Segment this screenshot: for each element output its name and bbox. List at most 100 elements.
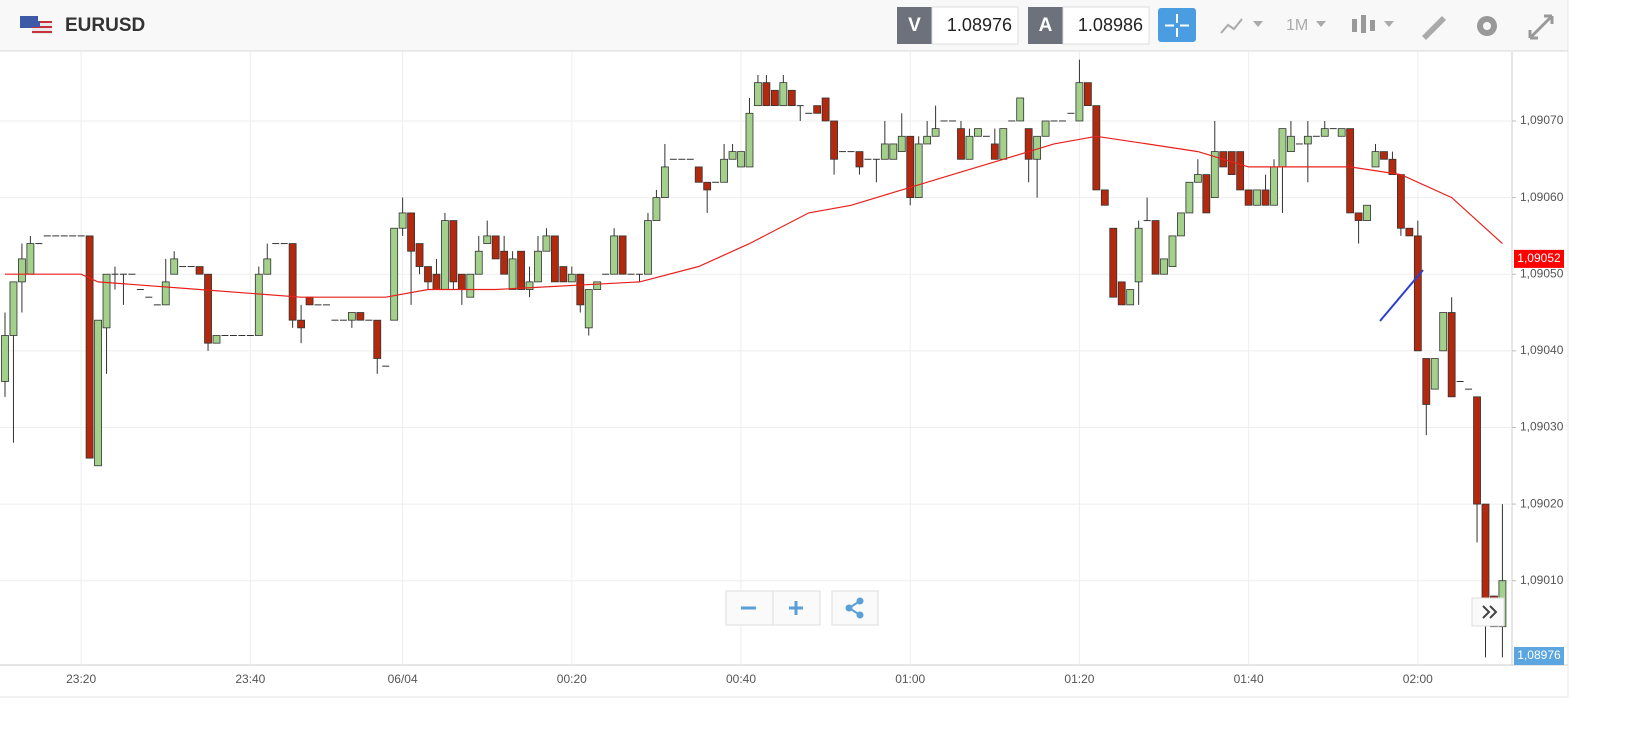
candle-body [525,281,534,290]
candle-body [415,243,424,267]
crosshair-button[interactable] [1158,8,1196,42]
dropdown [1253,21,1263,27]
buy-box[interactable] [1062,6,1150,45]
candle-body [195,266,204,275]
candle-body [593,281,602,290]
candle-body [305,296,314,306]
candle-body [94,319,102,467]
candle-body [1177,212,1185,237]
candle-body [889,143,898,160]
candle-body [965,135,974,160]
candle-body [974,128,982,137]
candle-body [407,212,415,252]
candle-body [263,258,272,275]
share-button[interactable] [831,590,879,626]
candle-body [1092,105,1101,191]
x-tick-label: 01:00 [895,672,925,686]
x-tick-label: 00:40 [726,672,756,686]
candle-body [1185,181,1194,214]
candle-body [1261,189,1270,206]
candle-body [551,235,559,283]
candle-body [610,235,619,275]
y-tick-label: 1,09020 [1520,496,1564,510]
candle-body [830,120,838,160]
candle-body [26,243,35,275]
zoom-controls [725,590,879,626]
candle-body [356,312,365,321]
candle-body [923,135,932,145]
candle-body [703,181,712,191]
candle-body [500,250,509,275]
x-tick-label: 01:40 [1234,672,1264,686]
buy-button[interactable] [1028,7,1063,44]
candle-body [9,281,18,336]
candle-body [644,220,652,275]
candle-body [1371,151,1380,168]
fullscreen-icon[interactable] [1528,14,1554,40]
candle-body [85,235,94,459]
candle-body [1160,258,1168,275]
candle-body [855,151,864,168]
draw-icon[interactable] [1422,16,1446,40]
candle-body [1117,281,1126,306]
candle-body [1447,312,1456,398]
candle-body [1100,189,1109,206]
candle-body [728,151,737,160]
chart-type-icon[interactable] [1220,18,1243,34]
candle-body [999,128,1008,160]
candle-body [1253,189,1261,206]
candle-body [652,197,661,221]
candle-body [508,258,517,290]
candle-body [618,235,627,275]
candle-body [660,166,669,198]
candle-body [542,235,551,252]
user-drawing [1379,269,1424,322]
candle-body [491,235,500,260]
candle-body [990,143,999,160]
candle-body [1041,120,1050,137]
candle-body [576,273,585,306]
candle-body [762,82,771,107]
candle-body [254,273,263,336]
zoom-in[interactable] [789,601,803,615]
candle-body [297,319,306,329]
candle-body [1430,358,1439,390]
toolbar [0,0,1568,51]
candle-body [1109,227,1118,298]
y-tick-label: 1,09030 [1520,420,1564,434]
candle-body [754,82,762,107]
y-tick-label: 1,09060 [1520,190,1564,204]
candle-body [584,289,593,329]
candle-body [1075,82,1084,122]
candle-body [1,335,9,382]
candle-body [821,97,830,122]
candle-body [1016,97,1025,122]
candle-body [1151,220,1160,275]
candles-icon[interactable] [1352,15,1375,33]
candle-body [449,220,458,283]
candle-body [288,243,297,321]
candle-body [1413,235,1422,352]
candle-body [779,82,788,107]
sell-button[interactable] [897,7,932,44]
x-tick-label: 23:20 [66,672,96,686]
candle-body [737,151,745,168]
candle-body [1481,503,1490,605]
sell-price: 1.08976 [947,15,1012,35]
candle-body [1270,166,1278,206]
candle-body [931,128,940,137]
crosshair-icon [1165,14,1189,37]
candle-body [170,258,179,275]
candle-body [474,250,483,275]
candle-body [1210,151,1219,198]
candle-body [483,235,492,244]
candle-body [897,135,906,153]
candle-body [745,112,754,168]
sell-box[interactable] [931,6,1019,45]
x-tick-label: 06/04 [388,672,418,686]
candle-body [161,281,170,306]
candle-body [1320,128,1329,137]
timeframe[interactable]: 1M [1286,17,1308,34]
